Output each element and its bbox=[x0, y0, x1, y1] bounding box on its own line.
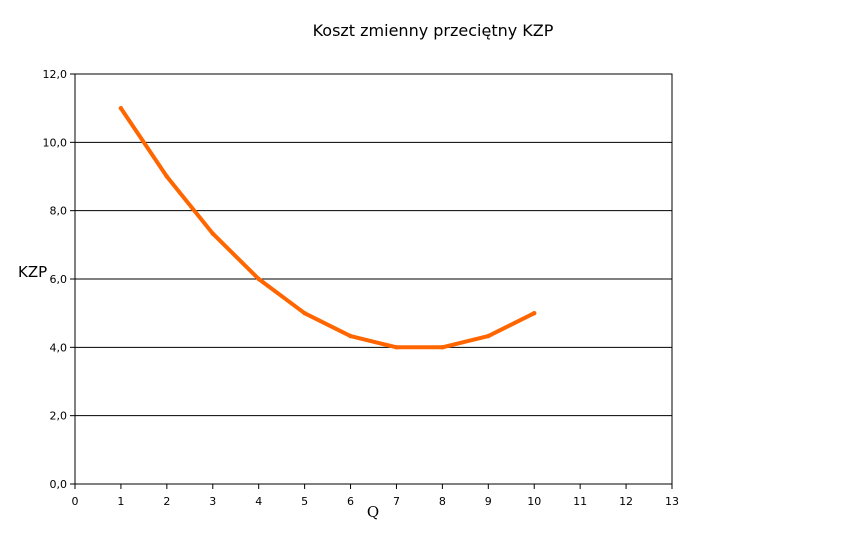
series-layer bbox=[118, 105, 537, 350]
x-tick-label: 12 bbox=[619, 495, 633, 508]
data-point bbox=[394, 345, 399, 350]
y-tick-label: 8,0 bbox=[50, 205, 68, 218]
x-tick-label: 3 bbox=[209, 495, 216, 508]
data-point bbox=[302, 310, 307, 316]
y-tick-label: 4,0 bbox=[50, 341, 68, 354]
data-point bbox=[486, 333, 491, 339]
x-tick-label: 6 bbox=[347, 495, 354, 508]
x-tick-label: 13 bbox=[665, 495, 679, 508]
data-point bbox=[164, 174, 170, 179]
y-tick-label: 2,0 bbox=[50, 410, 68, 423]
x-tick-label: 11 bbox=[573, 495, 587, 508]
gridlines bbox=[75, 73, 672, 485]
data-point bbox=[440, 345, 445, 350]
x-tick-label: 10 bbox=[527, 495, 541, 508]
data-point bbox=[532, 310, 537, 316]
x-tick-label: 8 bbox=[439, 495, 446, 508]
y-tick-label: 12,0 bbox=[43, 68, 68, 81]
data-point bbox=[348, 333, 353, 339]
y-tick-label: 0,0 bbox=[50, 478, 68, 491]
x-tick-label: 7 bbox=[393, 495, 400, 508]
x-tick-label: 5 bbox=[301, 495, 308, 508]
x-tick-label: 2 bbox=[163, 495, 170, 508]
x-tick-label: 1 bbox=[117, 495, 124, 508]
x-tick-label: 0 bbox=[72, 495, 79, 508]
y-axis-title: KZP bbox=[18, 263, 47, 281]
data-point bbox=[118, 105, 124, 111]
y-axis-ticks: 0,0 2,0 4,0 6,0 8,0 10,0 12,0 bbox=[43, 68, 75, 491]
data-point bbox=[210, 231, 215, 236]
y-tick-label: 10,0 bbox=[43, 136, 68, 149]
x-tick-label: 4 bbox=[255, 495, 262, 508]
y-tick-label: 6,0 bbox=[50, 273, 68, 286]
x-axis-ticks: 0 1 2 3 4 5 6 7 8 9 10 11 12 13 bbox=[72, 484, 679, 508]
series-line bbox=[118, 106, 537, 350]
x-axis-title: Q bbox=[367, 503, 379, 521]
data-point bbox=[256, 276, 261, 282]
chart-title: Koszt zmienny przeciętny KZP bbox=[313, 21, 554, 40]
x-tick-label: 9 bbox=[485, 495, 492, 508]
